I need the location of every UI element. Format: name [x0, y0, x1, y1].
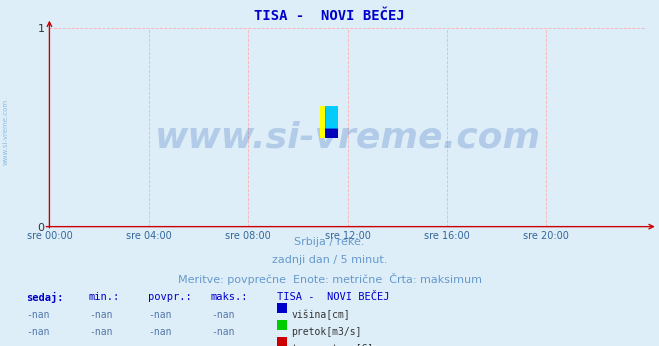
Text: -nan: -nan	[211, 327, 235, 337]
Text: -nan: -nan	[148, 310, 172, 320]
Text: TISA -  NOVI BEČEJ: TISA - NOVI BEČEJ	[254, 9, 405, 22]
Text: -nan: -nan	[89, 344, 113, 346]
Text: -nan: -nan	[211, 310, 235, 320]
Polygon shape	[320, 106, 338, 129]
Text: -nan: -nan	[148, 327, 172, 337]
Polygon shape	[320, 106, 338, 138]
Text: -nan: -nan	[211, 344, 235, 346]
Text: povpr.:: povpr.:	[148, 292, 192, 302]
Polygon shape	[324, 106, 338, 138]
Text: www.si-vreme.com: www.si-vreme.com	[2, 98, 9, 165]
Text: višina[cm]: višina[cm]	[291, 310, 350, 320]
Text: -nan: -nan	[89, 310, 113, 320]
Text: -nan: -nan	[26, 344, 50, 346]
Text: -nan: -nan	[26, 327, 50, 337]
Text: -nan: -nan	[89, 327, 113, 337]
Text: TISA -  NOVI BEČEJ: TISA - NOVI BEČEJ	[277, 292, 389, 302]
Text: zadnji dan / 5 minut.: zadnji dan / 5 minut.	[272, 255, 387, 265]
Polygon shape	[327, 112, 338, 138]
Text: pretok[m3/s]: pretok[m3/s]	[291, 327, 362, 337]
Polygon shape	[320, 106, 338, 138]
Text: Meritve: povprečne  Enote: metrične  Črta: maksimum: Meritve: povprečne Enote: metrične Črta:…	[177, 273, 482, 285]
Polygon shape	[320, 106, 338, 138]
Polygon shape	[325, 106, 338, 138]
Text: sedaj:: sedaj:	[26, 292, 64, 303]
Text: min.:: min.:	[89, 292, 120, 302]
Text: -nan: -nan	[148, 344, 172, 346]
Polygon shape	[325, 106, 338, 129]
Text: -nan: -nan	[26, 310, 50, 320]
Text: www.si-vreme.com: www.si-vreme.com	[155, 120, 540, 154]
Text: Srbija / reke.: Srbija / reke.	[295, 237, 364, 247]
Polygon shape	[325, 129, 338, 138]
Text: maks.:: maks.:	[211, 292, 248, 302]
Text: temperatura[C]: temperatura[C]	[291, 344, 374, 346]
